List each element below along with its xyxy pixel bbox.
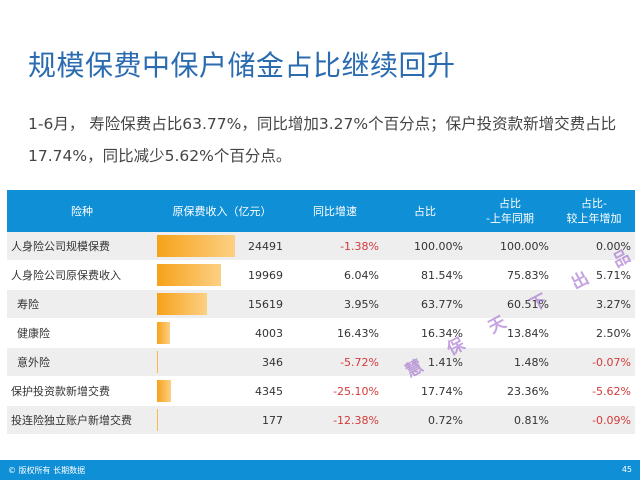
row-share-last-year: 75.83% — [467, 260, 553, 290]
row-share: 0.72% — [383, 405, 467, 435]
header-premium: 原保费收入（亿元） — [157, 190, 287, 232]
row-growth: -25.10% — [287, 376, 383, 406]
row-name: 健康险 — [7, 318, 157, 348]
table-header-row: 险种 原保费收入（亿元） 同比增速 占比 占比 -上年同期 占比- 较上年增加 — [7, 190, 635, 232]
row-share-last-year: 100.00% — [467, 232, 553, 261]
row-premium-cell: 177 — [157, 405, 287, 435]
row-share: 100.00% — [383, 232, 467, 261]
row-share: 16.34% — [383, 318, 467, 348]
header-share-last-year: 占比 -上年同期 — [467, 190, 553, 232]
header-growth: 同比增速 — [287, 190, 383, 232]
premium-bar — [157, 409, 158, 431]
table-row: 投连险独立账户新增交费 177 -12.38% 0.72% 0.81% -0.09% — [7, 405, 635, 435]
premium-bar — [157, 380, 171, 402]
row-share-last-year: 0.81% — [467, 405, 553, 435]
row-name: 投连险独立账户新增交费 — [7, 405, 157, 435]
row-share-last-year: 13.84% — [467, 318, 553, 348]
row-premium-cell: 4003 — [157, 318, 287, 348]
row-growth: -1.38% — [287, 232, 383, 261]
footer-bar: © 版权所有 长期数据 45 — [0, 460, 640, 480]
premium-bar — [157, 235, 235, 257]
premium-bar — [157, 293, 207, 315]
row-premium-cell: 15619 — [157, 289, 287, 319]
row-name: 人身险公司原保费收入 — [7, 260, 157, 290]
footer-page-number: 45 — [621, 465, 632, 474]
table-row: 人身险公司原保费收入 19969 6.04% 81.54% 75.83% 5.71% — [7, 260, 635, 290]
header-share-change: 占比- 较上年增加 — [553, 190, 635, 232]
table-row: 意外险 346 -5.72% 1.41% 1.48% -0.07% — [7, 347, 635, 377]
row-share-last-year: 23.36% — [467, 376, 553, 406]
row-premium-value: 4003 — [255, 326, 283, 340]
row-premium-value: 4345 — [255, 384, 283, 398]
premium-bar — [157, 264, 221, 286]
row-share: 17.74% — [383, 376, 467, 406]
row-premium-value: 24491 — [248, 239, 283, 253]
row-growth: 16.43% — [287, 318, 383, 348]
row-share-change: -5.62% — [553, 376, 635, 406]
row-share-change: 3.27% — [553, 289, 635, 319]
row-growth: 6.04% — [287, 260, 383, 290]
row-name: 意外险 — [7, 347, 157, 377]
page-subtitle: 1-6月， 寿险保费占比63.77%，同比增加3.27%个百分点；保户投资款新增… — [28, 115, 617, 165]
table-body: 人身险公司规模保费 24491 -1.38% 100.00% 100.00% 0.00% 人… — [7, 232, 635, 435]
row-share: 63.77% — [383, 289, 467, 319]
row-growth: 3.95% — [287, 289, 383, 319]
premium-table: 险种 原保费收入（亿元） 同比增速 占比 占比 -上年同期 占比- 较上年增加 … — [7, 190, 635, 435]
row-share-last-year: 60.51% — [467, 289, 553, 319]
row-premium-value: 15619 — [248, 297, 283, 311]
table-row: 寿险 15619 3.95% 63.77% 60.51% 3.27% — [7, 289, 635, 319]
row-share-change: -0.07% — [553, 347, 635, 377]
row-premium-cell: 4345 — [157, 376, 287, 406]
premium-bar — [157, 322, 170, 344]
table-row: 健康险 4003 16.43% 16.34% 13.84% 2.50% — [7, 318, 635, 348]
table-row: 保护投资款新增交费 4345 -25.10% 17.74% 23.36% -5.62% — [7, 376, 635, 406]
row-share: 1.41% — [383, 347, 467, 377]
row-premium-value: 19969 — [248, 268, 283, 282]
footer-copyright: © 版权所有 长期数据 — [8, 466, 86, 475]
row-share-change: -0.09% — [553, 405, 635, 435]
row-growth: -12.38% — [287, 405, 383, 435]
row-name: 保护投资款新增交费 — [7, 376, 157, 406]
premium-bar — [157, 351, 159, 373]
header-kind: 险种 — [7, 190, 157, 232]
row-share-change: 2.50% — [553, 318, 635, 348]
row-share-last-year: 1.48% — [467, 347, 553, 377]
row-share-change: 0.00% — [553, 232, 635, 261]
row-name: 寿险 — [7, 289, 157, 319]
row-premium-cell: 19969 — [157, 260, 287, 290]
page-title: 规模保费中保户储金占比继续回升 — [28, 49, 456, 82]
row-name: 人身险公司规模保费 — [7, 232, 157, 261]
row-premium-cell: 24491 — [157, 232, 287, 261]
row-growth: -5.72% — [287, 347, 383, 377]
row-premium-cell: 346 — [157, 347, 287, 377]
row-share-change: 5.71% — [553, 260, 635, 290]
row-premium-value: 346 — [262, 355, 283, 369]
table-row: 人身险公司规模保费 24491 -1.38% 100.00% 100.00% 0.00% — [7, 232, 635, 261]
row-share: 81.54% — [383, 260, 467, 290]
header-share: 占比 — [383, 190, 467, 232]
row-premium-value: 177 — [262, 413, 283, 427]
